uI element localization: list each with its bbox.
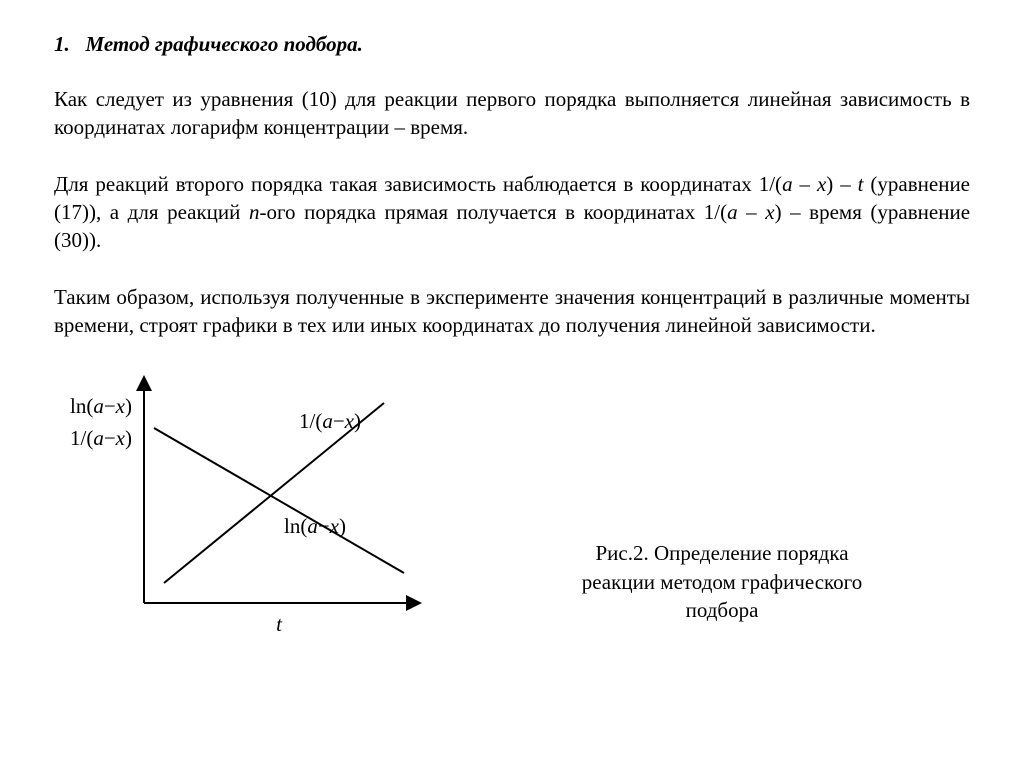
p2-x1: x xyxy=(817,172,826,196)
figure-row: ln(a−x) 1/(a−x) 1/(a−x) ln(a−x) t Рис.2. Опр… xyxy=(54,373,970,654)
p2-t5: -ого порядка прямая получается в координ… xyxy=(259,200,727,224)
p2-t1: Для реакций второго порядка такая зависи… xyxy=(54,172,782,196)
svg-text:1/(a−x): 1/(a−x) xyxy=(299,409,361,433)
figure-column: ln(a−x) 1/(a−x) 1/(a−x) ln(a−x) t xyxy=(54,373,454,654)
heading-dot: . xyxy=(358,32,363,56)
p2-t2: – xyxy=(793,172,817,196)
p2-t6: – xyxy=(738,200,766,224)
figure-caption: Рис.2. Определение порядка реакции метод… xyxy=(454,539,970,654)
heading-title: Метод графического подбора xyxy=(86,32,358,56)
section-heading: 1. Метод графического подбора. xyxy=(54,32,970,57)
paragraph-2: Для реакций второго порядка такая зависи… xyxy=(54,170,970,255)
p2-t3: ) – xyxy=(826,172,857,196)
caption-line-2: реакции методом графического xyxy=(582,570,863,594)
p3-text: Таким образом, используя полученные в эк… xyxy=(54,285,970,337)
paragraph-1: Как следует из уравнения (10) для реакци… xyxy=(54,85,970,142)
svg-text:ln(a−x): ln(a−x) xyxy=(70,394,132,418)
heading-number: 1. xyxy=(54,32,70,56)
p2-nvar: n xyxy=(249,200,260,224)
p1-text: Как следует из уравнения (10) для реакци… xyxy=(54,87,970,139)
page: 1. Метод графического подбора. Как следу… xyxy=(0,0,1024,654)
caption-line-3: подбора xyxy=(686,598,759,622)
p2-a2: a xyxy=(727,200,738,224)
p2-x2: x xyxy=(765,200,774,224)
svg-text:ln(a−x): ln(a−x) xyxy=(284,514,346,538)
svg-text:1/(a−x): 1/(a−x) xyxy=(70,426,132,450)
caption-line-1: Рис.2. Определение порядка xyxy=(595,541,848,565)
svg-text:t: t xyxy=(276,612,283,636)
p2-a1: a xyxy=(782,172,793,196)
paragraph-3: Таким образом, используя полученные в эк… xyxy=(54,283,970,340)
chart-svg: ln(a−x) 1/(a−x) 1/(a−x) ln(a−x) t xyxy=(54,373,454,648)
